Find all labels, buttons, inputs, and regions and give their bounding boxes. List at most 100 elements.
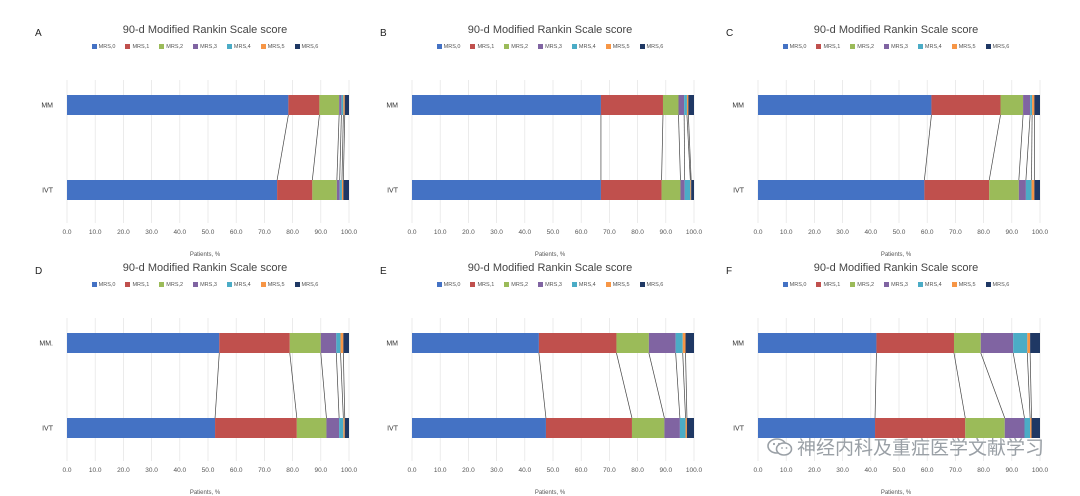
bar-segment (758, 333, 877, 353)
legend-label: MRS,6 (992, 282, 1010, 288)
legend-label: MRS,6 (646, 44, 664, 50)
x-axis-label: Patients, % (534, 252, 566, 258)
legend-label: MRS,2 (511, 282, 529, 288)
legend-label: MRS,5 (612, 282, 630, 288)
legend-swatch (436, 282, 442, 288)
legend-item: MRS,0 (91, 282, 115, 288)
bar-segment (679, 418, 686, 438)
tick-label: 90.0 (314, 467, 327, 474)
chart-panel-A: A 90-d Modified Rankin Scale score MRS,0 MR… (35, 24, 375, 258)
tick-label: 90.0 (659, 467, 672, 474)
legend-label: MRS,3 (200, 44, 217, 50)
tick-label: 0.0 (62, 467, 71, 474)
bar-segment (1030, 333, 1040, 353)
bar-segment (296, 418, 327, 438)
bar-segment (953, 333, 981, 353)
legend-item: MRS,5 (605, 44, 630, 50)
bar-segment (1018, 180, 1026, 200)
legend-label: MRS,5 (612, 44, 630, 50)
bar-segment (682, 333, 686, 353)
legend-item: MRS,6 (294, 44, 318, 50)
legend-label: MRS,6 (646, 282, 664, 288)
bar-segment (1030, 418, 1032, 438)
legend-item: MRS,4 (917, 44, 942, 50)
legend-item: MRS,1 (125, 44, 149, 50)
category-label: MM (386, 341, 398, 348)
bar-segment (600, 180, 662, 200)
legend-swatch (193, 44, 199, 50)
tick-label: 60.0 (921, 229, 934, 236)
legend-item: MRS,1 (470, 282, 494, 288)
bar-segment (1034, 95, 1040, 115)
bar-segment (341, 180, 344, 200)
legend-item: MRS,3 (538, 44, 562, 50)
tick-label: 20.0 (462, 467, 475, 474)
bar-segment (344, 418, 349, 438)
tick-label: 90.0 (1005, 467, 1018, 474)
legend-swatch (226, 44, 232, 50)
legend-item: MRS,0 (782, 44, 806, 50)
tick-label: 100.0 (1032, 229, 1049, 236)
legend-label: MRS,4 (924, 44, 942, 50)
legend-swatch (125, 44, 131, 50)
bar-segment (758, 180, 925, 200)
bar-segment (875, 418, 966, 438)
chart-panel-F: F 90-d Modified Rankin Scale score MRS,0 MR… (726, 262, 1066, 496)
connector-line (336, 114, 340, 181)
legend-swatch (884, 282, 890, 288)
bar-segment (686, 95, 689, 115)
legend-label: MRS,4 (233, 44, 251, 50)
x-axis-label: Patients, % (189, 252, 221, 258)
connector-line (675, 352, 681, 419)
legend-label: MRS,2 (511, 44, 529, 50)
legend-swatch (159, 282, 165, 288)
legend-swatch (260, 44, 266, 50)
connector-line (686, 114, 691, 181)
legend-item: MRS,3 (538, 282, 562, 288)
legend-swatch (816, 282, 822, 288)
chart-svg: 0.0 10.0 20.0 30.0 40.0 50.0 60.0 70.0 80.0 90.0 1… (732, 318, 1049, 474)
legend-swatch (571, 44, 577, 50)
bar-segment (412, 95, 601, 115)
tick-label: 60.0 (575, 229, 588, 236)
legend-item: MRS,4 (226, 282, 251, 288)
bar-segment (680, 180, 685, 200)
bar-segment (412, 418, 546, 438)
tick-label: 80.0 (286, 229, 299, 236)
connector-line (538, 352, 547, 419)
legend-label: MRS,3 (200, 282, 217, 288)
chart-title: 90-d Modified Rankin Scale score (467, 24, 633, 36)
legend-item: MRS,2 (850, 282, 874, 288)
tick-label: 20.0 (117, 229, 130, 236)
tick-label: 20.0 (462, 229, 475, 236)
tick-label: 40.0 (518, 467, 531, 474)
bar-segment (690, 180, 692, 200)
legend-label: MRS,6 (301, 282, 319, 288)
bar-segment (675, 333, 683, 353)
connector-line (1012, 352, 1025, 419)
category-label: IVT (387, 426, 399, 433)
bar-segment (289, 333, 321, 353)
legend-item: MRS,5 (951, 44, 976, 50)
chart-panel-B: B 90-d Modified Rankin Scale score MRS,0 MR… (380, 24, 720, 258)
legend-swatch (294, 282, 300, 288)
legend-swatch (850, 282, 856, 288)
category-label: MM (41, 103, 53, 110)
tick-label: 70.0 (603, 467, 616, 474)
tick-label: 50.0 (893, 229, 906, 236)
tick-label: 30.0 (145, 467, 158, 474)
legend-label: MRS,2 (166, 44, 184, 50)
tick-label: 10.0 (89, 467, 102, 474)
tick-label: 100.0 (341, 467, 358, 474)
bar-segment (1032, 95, 1035, 115)
legend-swatch (639, 282, 645, 288)
category-label: MM (386, 103, 398, 110)
legend-label: MRS,1 (477, 282, 495, 288)
category-label: IVT (42, 426, 54, 433)
chart-svg: 0.0 10.0 20.0 30.0 40.0 50.0 60.0 70.0 80.0 90.0 1… (41, 80, 358, 236)
bar-segment (691, 180, 694, 200)
legend-swatch (470, 282, 476, 288)
bar-segment (662, 95, 679, 115)
legend: MRS,0 MRS,1 MRS,2 MRS,3 MRS,4 MRS,5 MRS,6 (380, 282, 720, 288)
connector-line (683, 114, 686, 181)
